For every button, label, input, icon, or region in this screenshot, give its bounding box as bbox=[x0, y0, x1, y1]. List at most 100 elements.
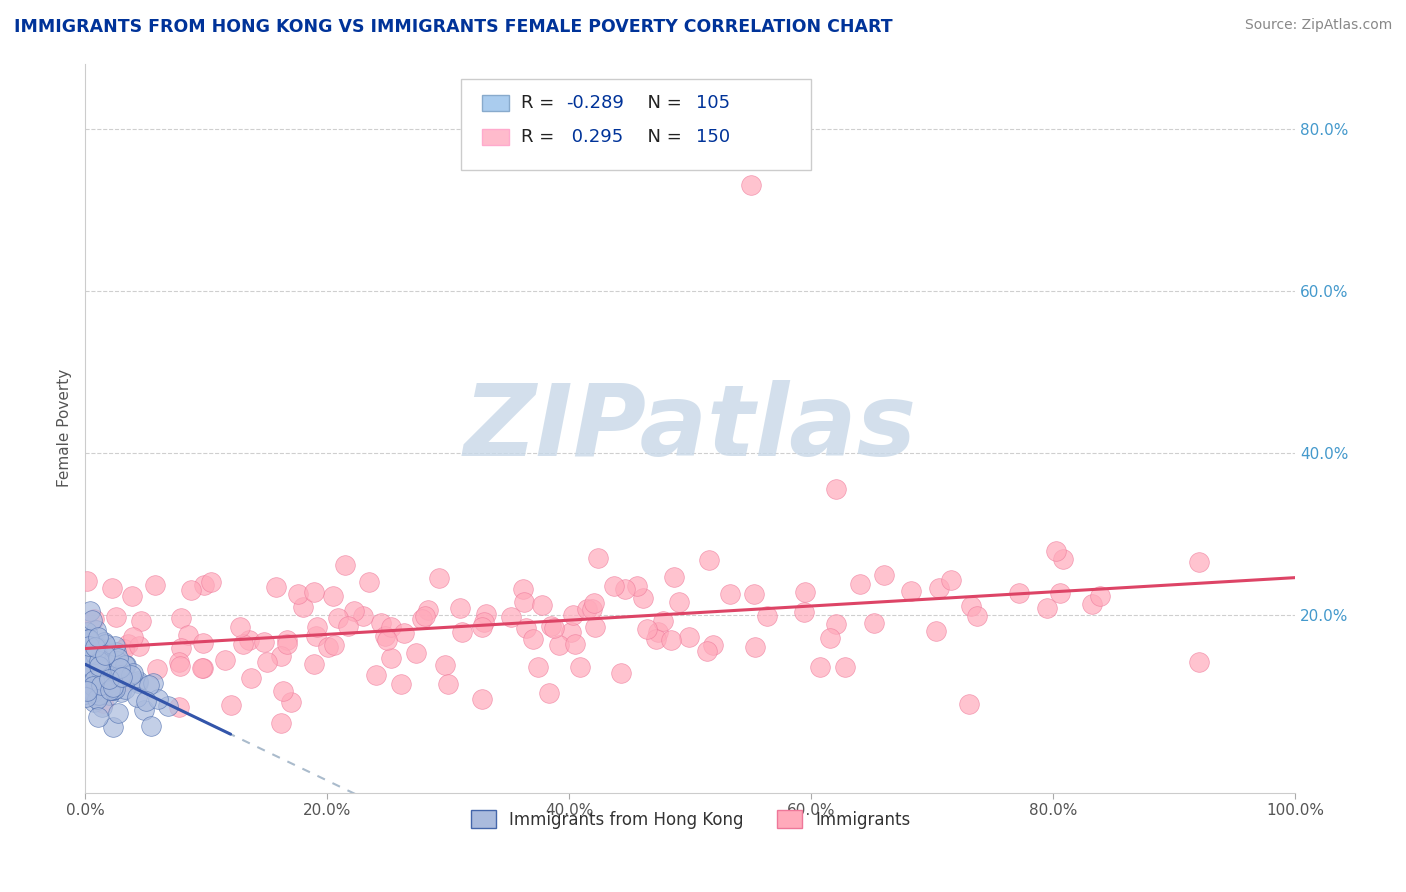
Point bbox=[626, 579, 648, 593]
Point bbox=[323, 638, 346, 652]
Point bbox=[114, 681, 136, 696]
Point bbox=[101, 661, 124, 675]
Point bbox=[89, 688, 111, 702]
Point bbox=[93, 635, 115, 649]
Point bbox=[138, 678, 160, 692]
Point bbox=[231, 637, 253, 651]
Point bbox=[256, 655, 278, 669]
Point bbox=[76, 625, 98, 640]
Point bbox=[583, 596, 606, 610]
Point bbox=[117, 637, 139, 651]
Point bbox=[87, 667, 110, 681]
Point bbox=[471, 692, 494, 706]
Point bbox=[157, 699, 180, 714]
Point bbox=[77, 678, 100, 692]
Point bbox=[1188, 655, 1211, 669]
Point bbox=[392, 625, 415, 640]
Point bbox=[170, 641, 193, 656]
Point bbox=[824, 617, 846, 632]
Point bbox=[824, 482, 846, 496]
Point bbox=[101, 683, 124, 698]
Point bbox=[87, 676, 110, 690]
Point bbox=[90, 678, 112, 692]
Point bbox=[928, 581, 950, 595]
Point bbox=[89, 640, 111, 655]
Text: Source: ZipAtlas.com: Source: ZipAtlas.com bbox=[1244, 18, 1392, 32]
Point bbox=[76, 683, 98, 698]
Point bbox=[755, 609, 778, 624]
Text: R =: R = bbox=[522, 94, 560, 112]
Point bbox=[744, 587, 766, 601]
Point bbox=[375, 633, 398, 648]
Point bbox=[100, 669, 122, 683]
FancyBboxPatch shape bbox=[482, 95, 509, 111]
Point bbox=[276, 637, 298, 651]
Point bbox=[86, 688, 108, 702]
Point bbox=[305, 629, 328, 643]
Point bbox=[75, 687, 97, 701]
Point bbox=[108, 668, 131, 682]
Point bbox=[77, 658, 100, 673]
Point bbox=[84, 682, 107, 697]
Point bbox=[513, 595, 536, 609]
Point bbox=[191, 636, 214, 650]
Text: N =: N = bbox=[636, 94, 688, 112]
Point bbox=[548, 638, 571, 652]
Point bbox=[82, 646, 104, 660]
Point bbox=[76, 574, 98, 589]
Point bbox=[1052, 552, 1074, 566]
Point bbox=[122, 666, 145, 681]
Point bbox=[115, 658, 138, 673]
Point bbox=[142, 675, 165, 690]
Point bbox=[79, 603, 101, 617]
Text: 105: 105 bbox=[696, 94, 731, 112]
Point bbox=[471, 620, 494, 634]
Point bbox=[76, 640, 98, 655]
Point bbox=[1188, 556, 1211, 570]
Point bbox=[105, 655, 128, 669]
Point bbox=[169, 658, 191, 673]
Point bbox=[405, 646, 427, 660]
Point bbox=[82, 680, 104, 694]
Point bbox=[125, 690, 148, 705]
Point bbox=[91, 656, 114, 670]
Point bbox=[101, 683, 124, 698]
Point bbox=[588, 551, 610, 566]
Text: -0.289: -0.289 bbox=[565, 94, 624, 112]
Point bbox=[522, 632, 544, 646]
Point bbox=[276, 632, 298, 647]
Point bbox=[366, 667, 388, 681]
Point bbox=[374, 629, 396, 643]
Point bbox=[97, 673, 120, 687]
Point bbox=[370, 616, 392, 631]
Point bbox=[849, 577, 872, 591]
Point bbox=[114, 658, 136, 673]
Point bbox=[129, 614, 152, 628]
FancyBboxPatch shape bbox=[461, 78, 811, 169]
Text: 0.295: 0.295 bbox=[565, 128, 623, 146]
Point bbox=[526, 660, 548, 674]
Point bbox=[86, 681, 108, 695]
Point bbox=[603, 579, 626, 593]
Point bbox=[170, 611, 193, 625]
Point bbox=[76, 649, 98, 664]
Point bbox=[389, 677, 412, 691]
Point bbox=[100, 678, 122, 692]
Point bbox=[91, 679, 114, 693]
Point bbox=[316, 640, 339, 654]
Point bbox=[94, 637, 117, 651]
Point bbox=[352, 609, 374, 624]
Point bbox=[959, 599, 981, 614]
Point bbox=[94, 648, 117, 662]
Text: IMMIGRANTS FROM HONG KONG VS IMMIGRANTS FEMALE POVERTY CORRELATION CHART: IMMIGRANTS FROM HONG KONG VS IMMIGRANTS … bbox=[14, 18, 893, 36]
Point bbox=[561, 608, 583, 623]
Point bbox=[697, 553, 720, 567]
Point bbox=[239, 671, 262, 685]
Point bbox=[415, 608, 437, 623]
Point bbox=[512, 582, 534, 596]
Point bbox=[82, 613, 104, 627]
Point bbox=[793, 585, 815, 599]
Point bbox=[659, 633, 682, 648]
Point bbox=[219, 698, 242, 712]
Point bbox=[84, 623, 107, 637]
